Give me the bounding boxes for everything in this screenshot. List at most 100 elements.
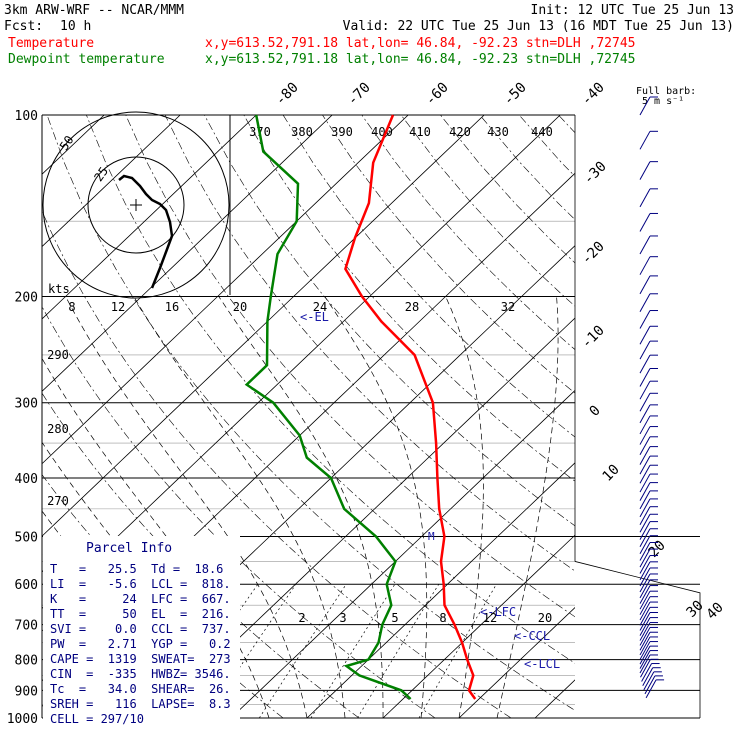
dewpoint-legend: Dewpoint temperature [8, 52, 165, 67]
mixing-ratio-label-20: 20 [538, 611, 552, 625]
hodograph-ring-50-label: 50 [57, 133, 77, 153]
barb-legend-unit: 5 m s⁻¹ [642, 96, 684, 107]
thetae-label-24: 24 [313, 300, 327, 314]
hodograph-ring-50 [42, 111, 230, 299]
pressure-label-800: 800 [15, 654, 38, 669]
wind-barb-688 [639, 601, 651, 621]
wind-barb-142 [639, 188, 651, 208]
theta-side-label-270: 270 [47, 494, 69, 508]
wind-barb-730 [639, 617, 651, 636]
dry-adiabat-420 [440, 115, 575, 264]
temperature-line [344, 114, 477, 700]
theta-label-410: 410 [409, 125, 431, 139]
mixing-ratio-5 [259, 584, 347, 718]
wind-barb-898 [643, 671, 655, 691]
lfc-marker: <-LFC [480, 605, 516, 619]
dewpoint-location: x,y=613.52,791.18 lat,lon= 46.84, -92.23… [205, 52, 635, 67]
parcel-row-10: CELL = 297/10 [50, 712, 144, 726]
wind-barb-492 [639, 514, 651, 533]
isotherm-label--60: -60 [423, 80, 452, 109]
parcel-row-7: CIN = -335 HWBZ= 3546. [50, 667, 231, 681]
isotherm-label--50: -50 [501, 80, 530, 109]
ccl-marker: <-CCL [514, 629, 550, 643]
parcel-info-panel: Parcel Info T = 25.5 Td = 18.6LI = -5.6 … [43, 536, 240, 726]
wind-barb-310 [639, 393, 651, 412]
theta-label-430: 430 [487, 125, 509, 139]
init-time: Init: 12 UTC Tue 25 Jun 13 [531, 3, 735, 18]
valid-time: Valid: 22 UTC Tue 25 Jun 13 (16 MDT Tue … [343, 19, 734, 34]
wind-barb-562 [639, 548, 651, 568]
parcel-row-6: CAPE = 1319 SWEAT= 273 [50, 652, 231, 666]
isotherm-label-10: 10 [600, 462, 623, 485]
dry-adiabat-460 [598, 115, 740, 718]
wind-barb-674 [639, 596, 651, 615]
mixing-ratio-8 [310, 584, 396, 718]
wind-barb-716 [639, 612, 651, 631]
mixing-ratio-label-2: 2 [298, 611, 305, 625]
parcel-row-3: TT = 50 EL = 216. [50, 607, 231, 621]
model-title: 3km ARW-WRF -- NCAR/MMM [4, 3, 184, 18]
parcel-info-title: Parcel Info [86, 541, 172, 556]
isotherm-label-40: 40 [704, 600, 727, 623]
wind-barb-128 [639, 161, 651, 180]
pressure-label-1000: 1000 [7, 712, 38, 727]
wind-barb-856 [640, 659, 651, 678]
isotherm-label--80: -80 [273, 80, 302, 109]
mixing-ratio-label-5: 5 [391, 611, 398, 625]
isotherm-40 [534, 679, 575, 718]
wind-barb-100 [639, 96, 651, 116]
wind-barb-786 [639, 636, 651, 656]
wind-barb-114 [639, 131, 651, 150]
wind-barb-814 [639, 645, 651, 665]
hodograph-ring-25 [87, 156, 185, 254]
isotherm-label--70: -70 [345, 80, 374, 109]
wind-barb-646 [639, 585, 651, 604]
wind-barb-870 [641, 663, 653, 682]
dry-adiabat-310 [42, 210, 512, 718]
isotherm-30 [458, 606, 575, 718]
hodograph: 50 25 kts [42, 111, 230, 299]
wind-barb-324 [639, 404, 651, 424]
isotherm-label--40: -40 [579, 80, 608, 109]
dry-adiabat-350 [164, 115, 575, 572]
wind-barb-394 [639, 455, 651, 475]
forecast-label: Fcst: [4, 19, 43, 34]
hodograph-units: kts [48, 282, 70, 296]
wind-barb-912 [644, 675, 656, 695]
dry-adiabat-410 [400, 115, 575, 307]
wind-barb-758 [639, 627, 651, 646]
wind-barb-156 [639, 213, 651, 232]
wind-barb-268 [639, 354, 651, 374]
pressure-label-400: 400 [15, 472, 38, 487]
pressure-label-500: 500 [15, 530, 38, 545]
mixing-ratio-20 [418, 584, 497, 718]
temperature-legend: Temperature [8, 36, 94, 51]
wind-barb-884 [642, 667, 654, 686]
parcel-row-1: LI = -5.6 LCL = 818. [50, 577, 231, 591]
pressure-label-700: 700 [15, 619, 38, 634]
isotherm-label--30: -30 [581, 159, 610, 188]
isotherm--60 [42, 115, 409, 465]
parcel-row-5: PW = 2.71 YGP = 0.2 [50, 637, 231, 651]
wind-barb-240 [639, 326, 651, 345]
dry-adiabat-380 [282, 115, 575, 438]
wind-barb-828 [639, 650, 651, 669]
parcel-row-8: Tc = 34.0 SHEAR= 26. [50, 682, 231, 696]
dry-adiabat-390 [322, 115, 575, 394]
wind-barb-534 [639, 535, 651, 554]
wind-barb-436 [639, 482, 651, 501]
pressure-label-200: 200 [15, 291, 38, 306]
parcel-row-2: K = 24 LFC = 667. [50, 592, 231, 606]
dry-adiabat-440 [518, 115, 575, 177]
isotherm-label-30: 30 [684, 598, 707, 621]
dry-adiabat-330 [86, 115, 575, 664]
theta-label-400: 400 [371, 125, 393, 139]
isotherm-label--10: -10 [579, 323, 608, 352]
isotherm--70 [42, 115, 333, 392]
wind-barb-422 [639, 473, 651, 493]
pressure-label-900: 900 [15, 684, 38, 699]
wind-barb-478 [639, 506, 651, 525]
hodograph-trace [118, 174, 174, 289]
isotherm-50 [611, 115, 740, 718]
